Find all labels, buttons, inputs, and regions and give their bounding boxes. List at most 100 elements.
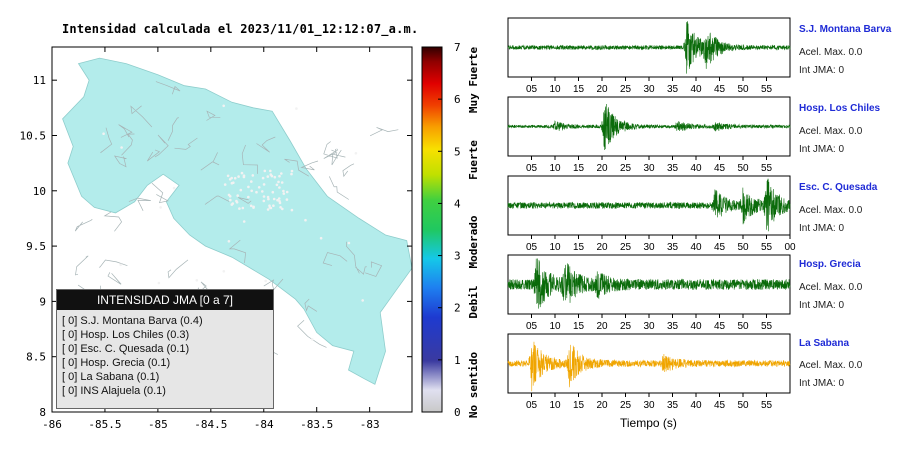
town-marker [239,188,243,192]
town-marker [119,263,122,267]
time-tick-label: 25 [620,321,632,332]
town-marker [279,206,282,209]
town-marker [277,197,281,200]
town-marker [304,218,307,222]
time-tick-label: 55 [761,321,773,332]
town-marker [247,195,250,199]
seismogram-trace [507,258,791,309]
time-tick-label: 45 [714,163,726,174]
town-marker [295,107,298,110]
colorbar-tick-label: 5 [454,145,461,158]
time-tick-label: 30 [643,242,655,253]
time-tick-label: 35 [667,321,679,332]
town-marker [281,207,284,211]
legend-item: [ 0] La Sabana (0.1) [62,371,160,383]
time-tick-label: 15 [573,242,585,253]
time-tick-label: 10 [549,400,561,411]
y-tick-label: 8.5 [26,351,46,364]
y-tick-label: 11 [33,74,46,87]
town-marker [290,169,294,173]
town-marker [231,202,235,205]
station-intensity: Int JMA: 0 [799,223,845,234]
time-tick-label: 25 [620,84,632,95]
colorbar-tick-label: 2 [454,302,461,315]
time-tick-label: 35 [667,242,679,253]
colorbar-tick-label: 4 [454,197,461,210]
time-tick-label: 35 [667,400,679,411]
colorbar-category-label: Debil [467,285,480,318]
colorbar-tick-label: 1 [454,354,461,367]
x-tick-label: -85.5 [88,418,121,431]
town-marker [282,192,286,195]
town-marker [238,207,241,210]
town-marker [280,181,284,184]
time-tick-label: 05 [526,163,538,174]
time-tick-label: 05 [526,84,538,95]
town-marker [347,241,351,245]
colorbar-tick-label: 3 [454,250,461,263]
time-tick-label: 50 [737,242,749,253]
town-marker [250,189,253,193]
time-tick-label: 05 [526,242,538,253]
x-tick-label: -83 [360,418,380,431]
town-marker [354,152,358,155]
time-tick-label: 35 [667,163,679,174]
time-tick-label: 50 [737,163,749,174]
time-tick-label: 20 [596,242,608,253]
time-tick-label: 20 [596,163,608,174]
town-marker [261,176,265,180]
town-marker [230,176,233,180]
time-tick-label: 25 [620,163,632,174]
town-marker [262,195,266,198]
time-tick-label: 30 [643,321,655,332]
town-marker [237,175,240,178]
town-marker [319,236,323,240]
seismogram-trace [507,341,791,392]
town-marker [269,169,272,173]
legend-item: [ 0] Hosp. Los Chiles (0.3) [62,329,190,341]
time-tick-label: 55 [761,163,773,174]
town-marker [249,204,253,208]
town-marker [270,174,274,178]
town-marker [272,197,276,201]
town-marker [280,172,283,175]
time-tick-label: 20 [596,84,608,95]
town-marker [278,200,281,203]
station-accel: Acel. Max. 0.0 [799,360,863,371]
town-marker [273,175,277,179]
time-tick-label: 00 [784,242,796,253]
station-intensity: Int JMA: 0 [799,144,845,155]
legend-item: [ 0] S.J. Montana Barva (0.4) [62,315,203,327]
town-marker [278,186,281,189]
town-marker [222,270,226,273]
station-name: Hosp. Grecia [799,259,861,270]
town-marker [264,279,268,283]
town-marker [229,198,232,202]
time-tick-label: 10 [549,84,561,95]
town-marker [268,204,271,207]
town-marker [157,281,161,285]
legend-item: [ 0] INS Alajuela (0.1) [62,385,166,397]
time-tick-label: 10 [549,321,561,332]
town-marker [242,220,246,223]
town-marker [290,172,293,176]
town-marker [242,175,246,179]
legend-item: [ 0] Hosp. Grecia (0.1) [62,357,171,369]
time-tick-label: 20 [596,321,608,332]
station-name: Hosp. Los Chiles [799,103,881,114]
x-tick-label: -84 [254,418,274,431]
time-tick-label: 55 [761,400,773,411]
time-tick-label: 45 [714,400,726,411]
time-tick-label: 15 [573,321,585,332]
town-marker [262,199,266,203]
time-tick-label: 40 [690,163,702,174]
colorbar-tick-label: 0 [454,406,461,419]
time-tick-label: 15 [573,163,585,174]
time-tick-label: 40 [690,400,702,411]
time-tick-label: 15 [573,84,585,95]
town-marker [267,197,270,201]
map-frame [51,46,413,413]
time-tick-label: 45 [714,242,726,253]
